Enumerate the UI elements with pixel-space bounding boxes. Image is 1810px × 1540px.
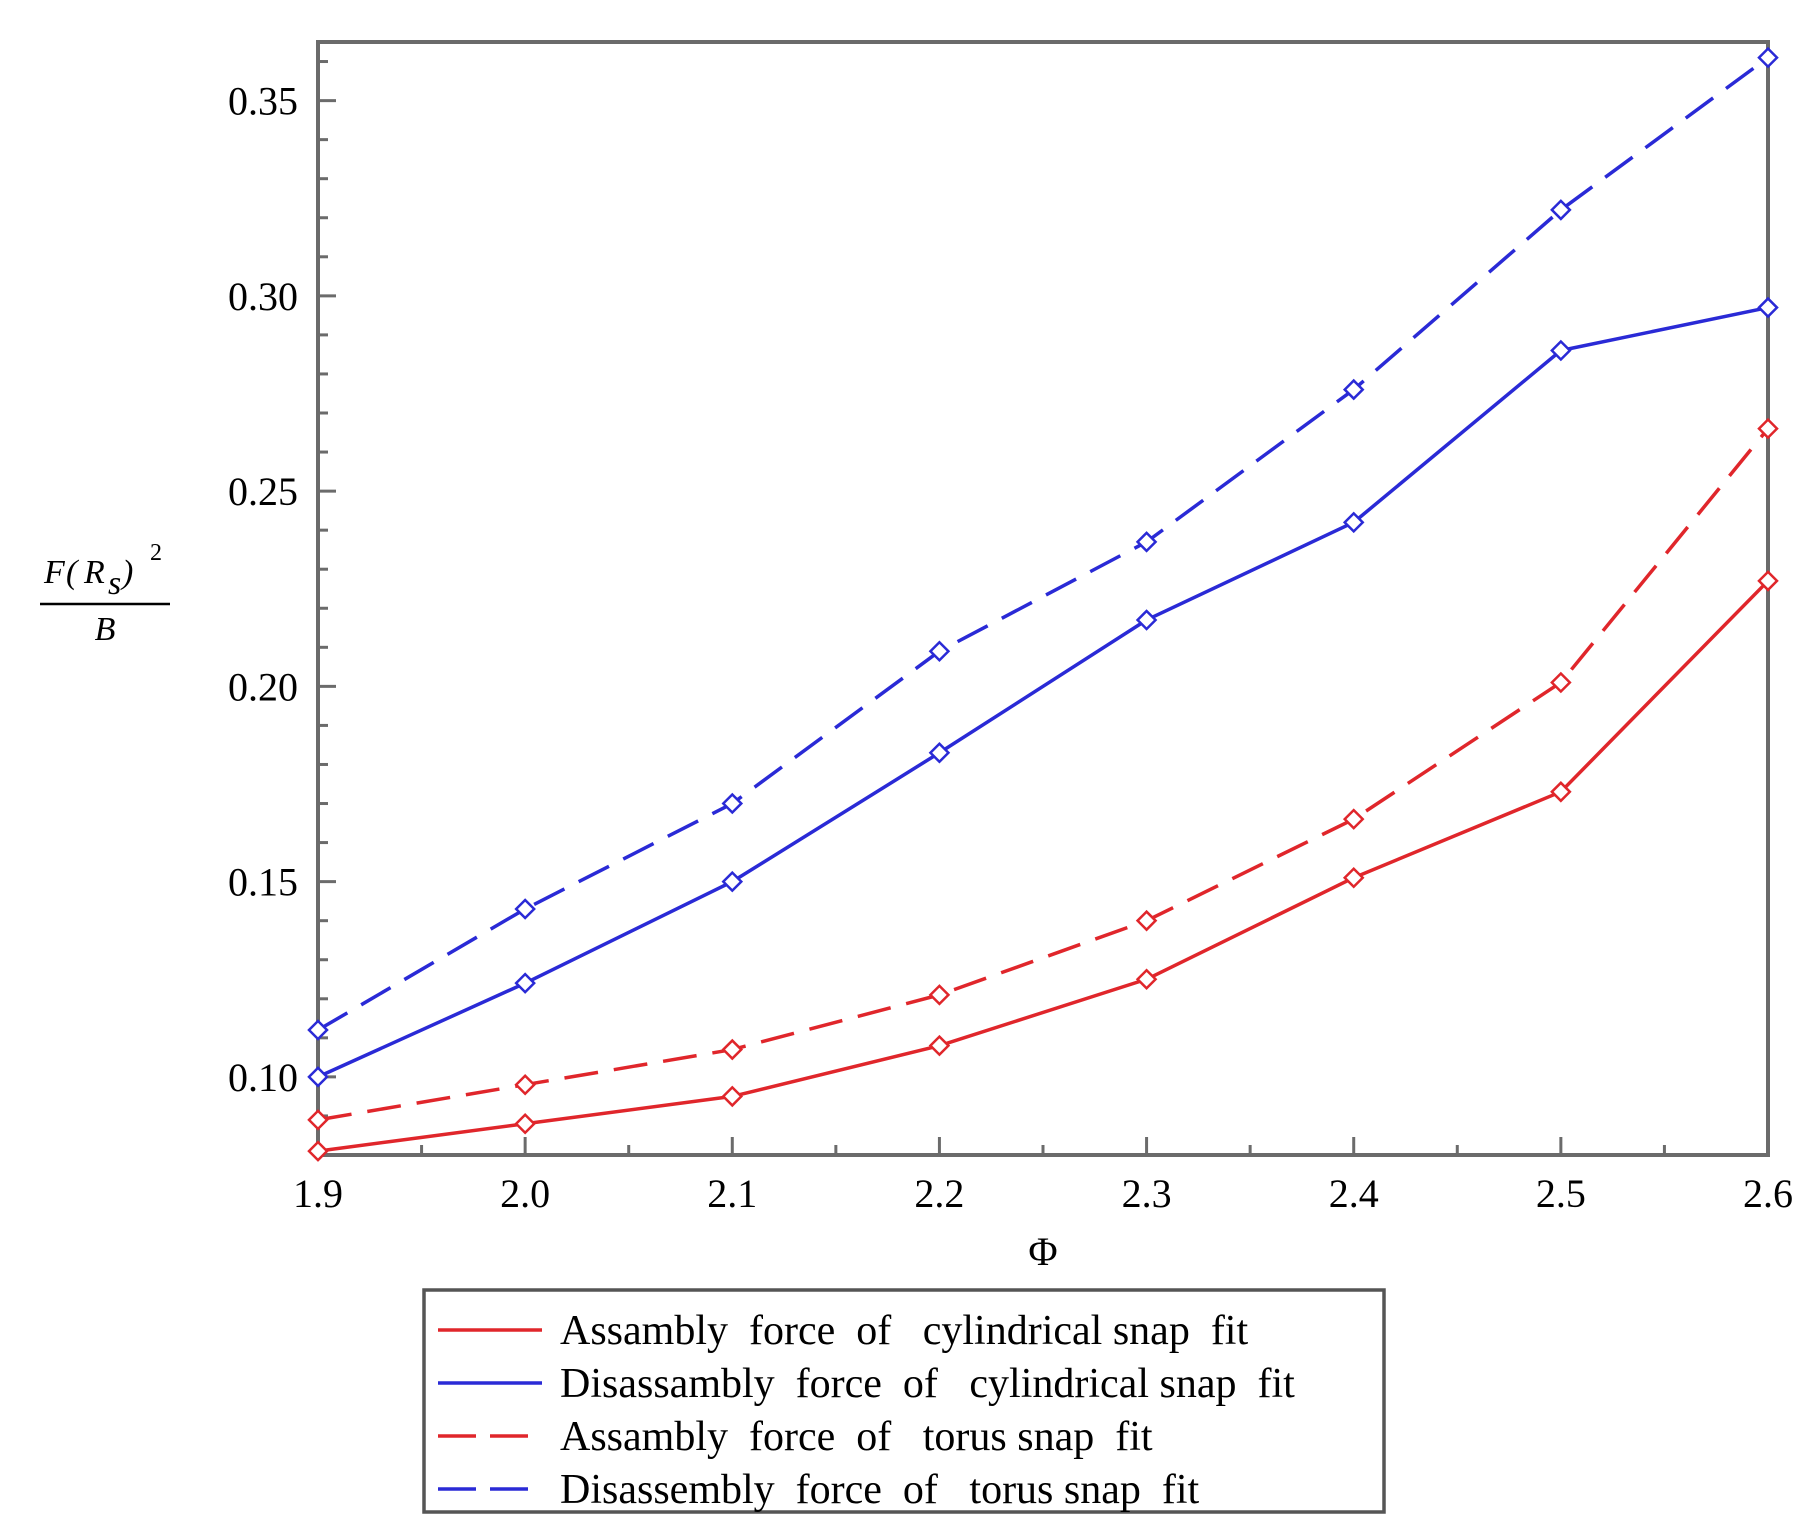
x-tick-label: 2.0 bbox=[500, 1171, 550, 1216]
data-point bbox=[928, 640, 951, 662]
data-point bbox=[307, 1066, 329, 1088]
legend-label: Assambly force of cylindrical snap fit bbox=[560, 1308, 1248, 1354]
y-axis: 0.10 0.15 0.20 0.25 0.30 0.35 bbox=[228, 60, 336, 1157]
data-point bbox=[721, 1085, 744, 1108]
y-label-numerator-r: R bbox=[83, 554, 105, 591]
data-point bbox=[514, 898, 536, 920]
series-1 bbox=[307, 570, 1779, 1162]
data-point bbox=[1342, 378, 1365, 401]
x-tick-label: 2.5 bbox=[1536, 1171, 1586, 1216]
legend-label: Assambly force of torus snap fit bbox=[560, 1414, 1153, 1460]
series-2 bbox=[307, 296, 1779, 1088]
data-point bbox=[1757, 570, 1779, 592]
data-point bbox=[928, 984, 951, 1006]
y-label-exponent: 2 bbox=[150, 540, 162, 566]
data-point bbox=[1550, 781, 1572, 803]
y-tick-label: 0.30 bbox=[228, 274, 298, 319]
data-point bbox=[1550, 339, 1572, 362]
data-point bbox=[307, 1109, 329, 1131]
data-point bbox=[721, 870, 744, 893]
data-point bbox=[1135, 909, 1158, 932]
y-tick-label: 0.10 bbox=[228, 1055, 298, 1100]
y-axis-label: F ( R s ) 2 B bbox=[40, 540, 170, 648]
y-label-numerator-f: F bbox=[43, 554, 66, 591]
data-point bbox=[1757, 46, 1779, 69]
data-point bbox=[721, 792, 744, 815]
data-point bbox=[514, 1073, 536, 1096]
legend-label: Disassembly force of torus snap fit bbox=[560, 1467, 1200, 1513]
series-3 bbox=[307, 417, 1779, 1131]
data-point bbox=[1550, 671, 1572, 694]
y-tick-label: 0.25 bbox=[228, 469, 298, 514]
series-layer bbox=[307, 46, 1779, 1162]
x-tick-label: 2.4 bbox=[1329, 1171, 1379, 1216]
y-tick-label: 0.15 bbox=[228, 860, 298, 905]
x-axis-label: Φ bbox=[1028, 1229, 1057, 1274]
data-point bbox=[928, 1034, 951, 1057]
data-point bbox=[928, 741, 951, 764]
data-point bbox=[307, 1140, 329, 1162]
legend: Assambly force of cylindrical snap fit Di… bbox=[422, 1288, 1386, 1514]
legend-box bbox=[422, 1288, 1386, 1514]
data-point bbox=[307, 1019, 329, 1041]
x-tick-label: 2.6 bbox=[1743, 1171, 1793, 1216]
x-tick-label: 2.2 bbox=[914, 1171, 964, 1216]
data-point bbox=[514, 972, 536, 994]
data-point bbox=[1550, 199, 1572, 221]
y-label-denominator: B bbox=[95, 611, 116, 648]
data-point bbox=[1135, 968, 1158, 991]
legend-label: Disassambly force of cylindrical snap fi… bbox=[560, 1361, 1295, 1407]
series-line bbox=[317, 579, 1770, 1153]
y-tick-label: 0.20 bbox=[228, 664, 298, 709]
series-line bbox=[317, 56, 1770, 1032]
data-point bbox=[1757, 296, 1779, 319]
data-point bbox=[1342, 511, 1365, 534]
y-label-paren-close: ) bbox=[120, 554, 133, 591]
series-line bbox=[317, 305, 1769, 1079]
x-tick-label: 2.3 bbox=[1122, 1171, 1172, 1216]
series-4 bbox=[307, 46, 1779, 1041]
data-point bbox=[514, 1112, 536, 1135]
x-axis: 1.9 2.0 2.1 2.2 2.3 2.4 2.5 2.6 bbox=[293, 1137, 1793, 1216]
data-point bbox=[1135, 531, 1158, 553]
data-point bbox=[721, 1038, 744, 1061]
x-tick-label: 2.1 bbox=[707, 1171, 757, 1216]
data-point bbox=[1135, 609, 1158, 631]
y-label-paren-open: ( bbox=[66, 554, 80, 591]
data-point bbox=[1757, 417, 1779, 440]
data-point bbox=[1342, 866, 1365, 889]
x-tick-label: 1.9 bbox=[293, 1171, 343, 1216]
data-point bbox=[1342, 808, 1365, 830]
y-tick-label: 0.35 bbox=[228, 79, 298, 124]
y-label-subscript: s bbox=[108, 565, 121, 602]
